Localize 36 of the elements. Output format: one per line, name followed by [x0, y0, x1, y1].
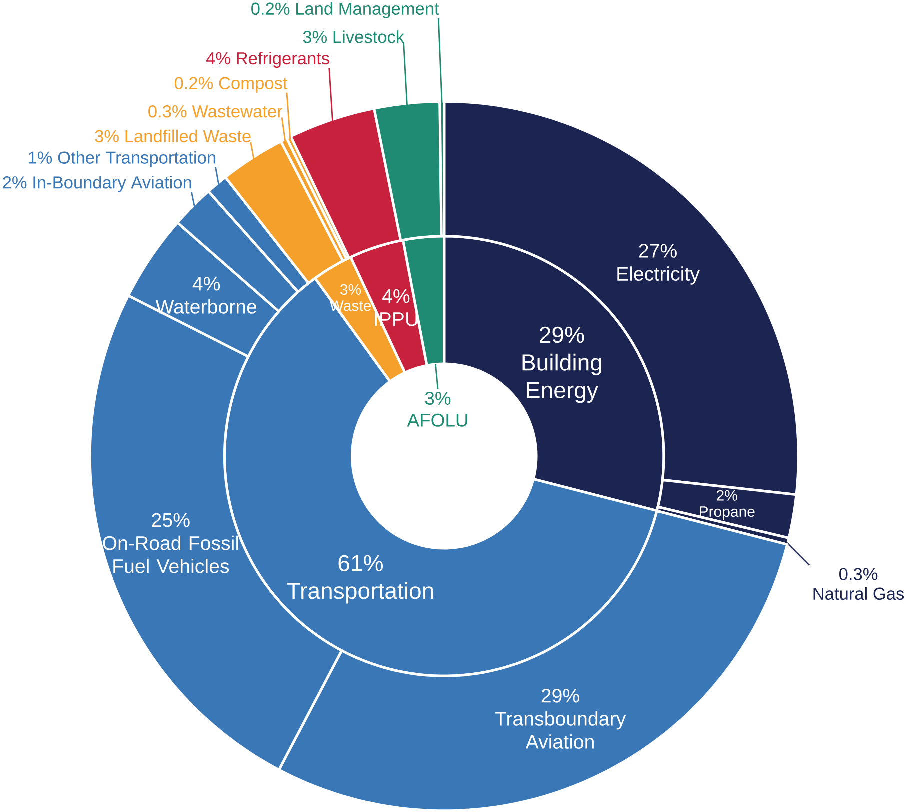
data-label: 3% [340, 284, 362, 295]
slice-label: AFOLU [407, 414, 468, 427]
slice-label: Transportation [287, 582, 434, 604]
slice-label: Land Management [296, 2, 440, 18]
data-label: 61% [338, 555, 384, 572]
slice-label: Propane [700, 506, 755, 520]
slice-label: Natural Gas [814, 587, 904, 600]
data-label: 3% [303, 30, 328, 44]
data-label: 1% [29, 152, 52, 164]
slice-label: Landfilled Waste [126, 130, 251, 142]
slice-label: On-Road Fossil Fuel Vehicles [103, 536, 238, 574]
slice-label: Wastewater [192, 106, 283, 118]
data-label: 0.3% [148, 105, 187, 118]
data-label: 3% [425, 392, 451, 405]
data-label: 29% [542, 688, 580, 703]
slice-label: Livestock [334, 30, 405, 44]
data-label: 29% [540, 326, 584, 344]
slice-label: Electricity [618, 266, 700, 285]
data-label: 0.2% [252, 2, 290, 15]
data-label: 0.2% [174, 77, 214, 90]
data-label: 4% [206, 52, 230, 65]
slice-label: In-Boundary Aviation [34, 176, 192, 192]
slice-label: Waterborne [156, 299, 257, 314]
slice-label: Other Transportation [58, 151, 216, 168]
slice-label: Compost [219, 77, 288, 93]
data-label: 2% [3, 176, 27, 189]
data-label: 2% [717, 490, 738, 501]
data-label: 27% [639, 244, 677, 258]
slice-label: Refrigerants [237, 52, 330, 68]
data-label: 4% [382, 289, 410, 304]
data-label: 25% [152, 513, 190, 528]
slice-label: Transboundary Aviation [495, 711, 626, 749]
data-label: 4% [192, 276, 220, 291]
data-label: 0.3% [840, 568, 878, 580]
data-label: 3% [95, 130, 119, 142]
slice-label: Building Energy [522, 354, 602, 404]
